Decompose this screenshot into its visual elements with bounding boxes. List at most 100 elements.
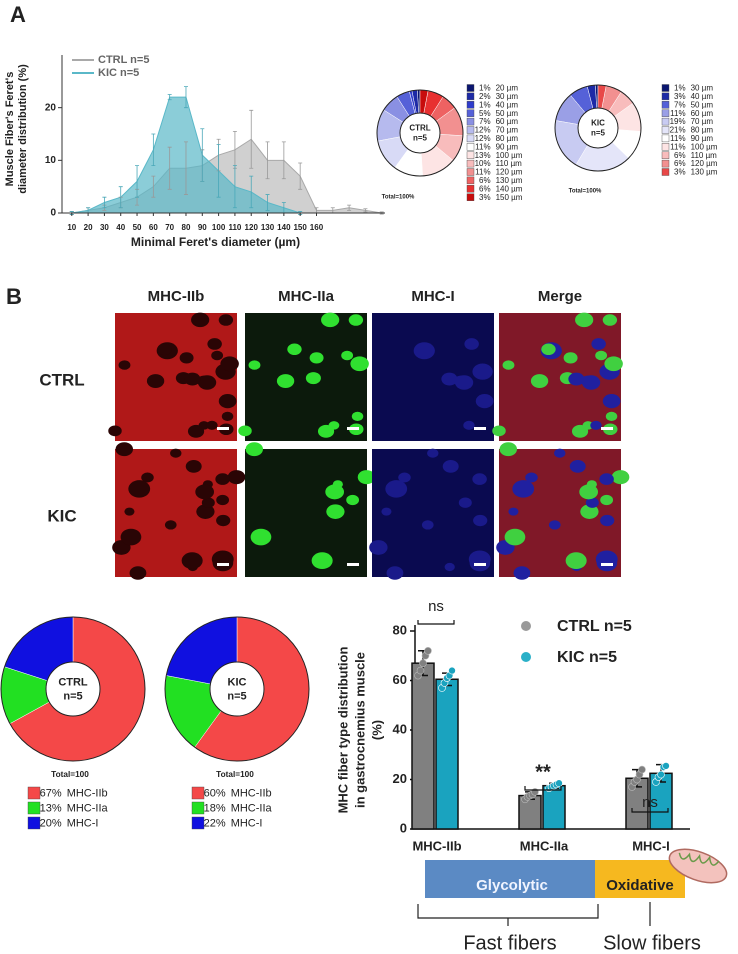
significance-label: ns bbox=[428, 598, 444, 615]
column-header: MHC-IIa bbox=[278, 288, 334, 305]
oxidative-label: Oxidative bbox=[606, 877, 674, 894]
fiber bbox=[248, 360, 261, 370]
fiber bbox=[141, 472, 154, 483]
x-tick-label: MHC-IIa bbox=[520, 838, 569, 853]
pie-outline bbox=[376, 89, 464, 177]
fiber bbox=[473, 514, 488, 527]
legend-swatch bbox=[466, 109, 475, 117]
legend-swatch bbox=[661, 134, 670, 143]
legend-value: 7% bbox=[479, 117, 491, 126]
fiber bbox=[499, 442, 517, 457]
fiber bbox=[326, 504, 345, 519]
fiber bbox=[458, 497, 472, 508]
legend-swatch bbox=[661, 117, 670, 126]
error-bar bbox=[151, 175, 156, 198]
fiber bbox=[492, 425, 506, 437]
legend-swatch bbox=[661, 126, 670, 134]
fiber bbox=[508, 507, 519, 516]
data-point bbox=[638, 765, 646, 774]
legend-value: 21% bbox=[670, 126, 686, 135]
fiber bbox=[196, 504, 215, 519]
fiber bbox=[513, 566, 531, 580]
fiber bbox=[187, 424, 205, 438]
significance-bracket bbox=[631, 808, 669, 813]
legend-swatch bbox=[661, 168, 670, 176]
legend-label: KIC n=5 bbox=[98, 67, 139, 79]
y-tick-label: 20 bbox=[393, 771, 407, 786]
column-header: MHC-I bbox=[411, 288, 454, 305]
x-tick-label: MHC-I bbox=[632, 838, 670, 853]
legend-value: 6% bbox=[479, 176, 491, 185]
fiber bbox=[128, 480, 151, 498]
fiber bbox=[472, 363, 493, 380]
x-tick-label: 10 bbox=[67, 223, 76, 232]
fiber bbox=[179, 352, 194, 364]
legend-swatch bbox=[191, 786, 205, 800]
image-bg bbox=[245, 449, 367, 577]
fiber bbox=[341, 350, 354, 361]
pie-center-subtitle: n=5 bbox=[591, 129, 606, 138]
fiber bbox=[170, 448, 182, 458]
fiber bbox=[569, 459, 586, 473]
legend-value: 11% bbox=[670, 142, 685, 151]
legend-label: 140 µm bbox=[496, 184, 523, 193]
legend-value: 1% bbox=[674, 84, 686, 93]
fiber bbox=[563, 352, 578, 364]
row-label: KIC bbox=[47, 506, 76, 525]
fiber bbox=[201, 497, 215, 508]
x-tick-label: 50 bbox=[133, 223, 142, 232]
x-tick-label: 140 bbox=[277, 223, 291, 232]
fiber bbox=[146, 374, 165, 388]
fiber bbox=[472, 473, 487, 485]
legend-value: 20% bbox=[40, 817, 62, 829]
fiber bbox=[238, 425, 252, 437]
significance-label: ns bbox=[642, 794, 658, 811]
legend-label: 130 µm bbox=[496, 176, 523, 185]
legend-value: 2% bbox=[479, 92, 491, 101]
image-bg bbox=[372, 313, 494, 441]
column-header: Merge bbox=[538, 288, 582, 305]
fiber bbox=[602, 394, 621, 409]
legend-label: 110 µm bbox=[691, 151, 718, 160]
legend-label: MHC-IIa bbox=[67, 802, 109, 814]
scale-bar bbox=[474, 563, 486, 566]
legend-label: 70 µm bbox=[691, 117, 714, 126]
fiber bbox=[600, 494, 614, 506]
pie-center-title: CTRL bbox=[409, 123, 430, 132]
pie-hole bbox=[399, 112, 441, 154]
legend-label: 150 µm bbox=[496, 193, 523, 202]
legend-value: 60% bbox=[204, 787, 226, 799]
fiber bbox=[227, 470, 246, 485]
scale-bar bbox=[601, 563, 613, 566]
pie-center-subtitle: n=5 bbox=[227, 691, 246, 703]
fiber bbox=[157, 343, 172, 356]
legend-value: 6% bbox=[674, 151, 686, 160]
x-tick-label: 150 bbox=[293, 223, 307, 232]
fiber bbox=[250, 528, 272, 546]
fiber bbox=[317, 424, 335, 438]
fiber bbox=[124, 507, 135, 516]
glycolytic-box bbox=[425, 860, 595, 898]
legend-swatch bbox=[466, 185, 475, 193]
x-tick-label: 120 bbox=[245, 223, 259, 232]
y-tick-label: 20 bbox=[45, 102, 57, 113]
legend-value: 11% bbox=[475, 142, 490, 151]
fiber bbox=[413, 342, 435, 360]
pie-hole bbox=[577, 107, 619, 149]
fiber bbox=[591, 338, 606, 350]
legend-label: 40 µm bbox=[691, 92, 714, 101]
x-tick-label: 80 bbox=[182, 223, 191, 232]
fiber bbox=[206, 420, 218, 430]
fiber bbox=[595, 350, 608, 361]
x-tick-label: MHC-IIb bbox=[412, 838, 461, 853]
legend-label: 110 µm bbox=[496, 159, 523, 168]
legend-label: CTRL n=5 bbox=[557, 618, 632, 635]
pie-note: Total=100% bbox=[569, 189, 602, 195]
fiber bbox=[421, 520, 434, 530]
fiber bbox=[245, 442, 263, 457]
fiber bbox=[218, 314, 234, 326]
image-bg bbox=[245, 313, 367, 441]
fiber bbox=[398, 472, 411, 483]
error-bar bbox=[102, 196, 107, 209]
legend-swatch bbox=[661, 159, 670, 168]
